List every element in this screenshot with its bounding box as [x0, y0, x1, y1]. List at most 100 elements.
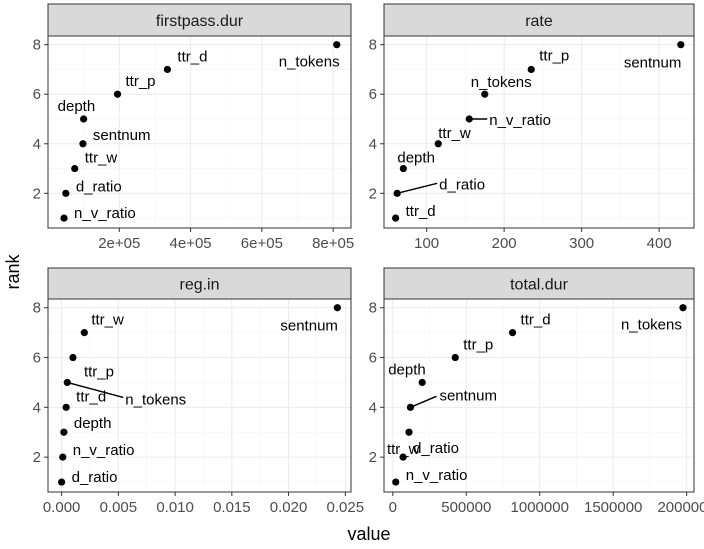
data-point-sentnum: [79, 140, 87, 148]
point-label-n-v-ratio: n_v_ratio: [406, 467, 468, 484]
point-label-n-tokens: n_tokens: [125, 391, 186, 408]
point-label-ttr-w: ttr_w: [85, 150, 118, 167]
y-tick-label: 6: [369, 350, 377, 367]
x-axis-title: value: [347, 524, 390, 544]
x-tick-label: 8e+05: [312, 235, 354, 252]
data-point-sentnum: [677, 41, 685, 49]
point-label-d-ratio: d_ratio: [76, 178, 122, 195]
data-point-d-ratio: [58, 478, 66, 486]
panel-background: [48, 36, 351, 228]
facet-panel-total-dur: total.dur 2 4 6 8 0 500000 1000000 1500000 200000…: [369, 267, 704, 516]
y-tick-label: 4: [33, 399, 41, 416]
data-point-ttr-p: [451, 353, 459, 362]
facet-strip: [383, 267, 695, 300]
point-label-ttr-d: ttr_d: [521, 312, 551, 329]
x-tick-label: 0.005: [100, 499, 138, 516]
facet-panel-rate: rate 2 4 6 8 100 200 300 400 sentnum ttr_p n_tokens…: [369, 3, 695, 252]
x-tick-label: 0.025: [327, 499, 365, 516]
point-label-sentnum: sentnum: [93, 127, 151, 144]
facet-strip: [383, 3, 695, 37]
data-point-d-ratio: [393, 189, 401, 197]
x-tick-label: 300: [569, 235, 594, 252]
data-point-depth: [80, 115, 88, 123]
data-point-n-tokens: [679, 304, 687, 312]
data-point-n-v-ratio: [59, 453, 67, 461]
panel-border: [383, 298, 695, 493]
panel-border: [383, 35, 695, 229]
point-label-ttr-p: ttr_p: [126, 73, 156, 90]
x-tick-label: 400: [647, 235, 672, 252]
point-label-d-ratio: d_ratio: [439, 176, 485, 193]
facet-panel-reg-in: reg.in 2 4 6 8 0.000 0.005 0.010 0.015 0.020 0.025…: [33, 267, 365, 516]
point-label-ttr-w: ttr_w: [387, 441, 420, 458]
point-label-d-ratio: d_ratio: [72, 469, 118, 486]
panel-background: [384, 36, 694, 228]
y-tick-label: 8: [369, 37, 377, 54]
point-label-ttr-w: ttr_w: [91, 312, 124, 329]
data-point-ttr-w: [434, 140, 442, 148]
data-point-ttr-w: [80, 329, 88, 337]
point-label-depth: depth: [397, 150, 435, 167]
panel-border: [47, 298, 352, 493]
point-label-sentnum: sentnum: [280, 318, 338, 335]
data-point-n-tokens: [63, 378, 71, 387]
data-point-ttr-d: [392, 214, 400, 222]
data-point-n-tokens: [481, 90, 489, 98]
y-tick-label: 2: [369, 449, 377, 466]
data-point-n-v-ratio: [60, 214, 68, 222]
label-leader-line: [410, 395, 437, 409]
x-tick-label: 0.015: [213, 499, 251, 516]
x-tick-label: 1500000: [584, 499, 642, 516]
point-label-depth: depth: [74, 415, 112, 432]
data-point-n-v-ratio: [392, 478, 400, 486]
label-leader-line: [396, 182, 438, 195]
data-point-sentnum: [406, 403, 415, 411]
data-point-ttr-p: [69, 353, 77, 362]
facet-panels: firstpass.dur 2 4 6 8 2e+05 4e+05 6e+05 8e+05 n_t…: [33, 3, 704, 516]
y-tick-label: 6: [369, 86, 377, 103]
y-tick-label: 8: [369, 300, 377, 317]
point-label-depth: depth: [388, 361, 426, 378]
point-label-n-v-ratio: n_v_ratio: [489, 112, 551, 129]
facet-strip-title: firstpass.dur: [156, 13, 244, 30]
data-point-d-ratio: [399, 453, 407, 461]
y-tick-label: 6: [33, 86, 41, 103]
data-point-ttr-d: [62, 403, 70, 411]
point-label-ttr-d: ttr_d: [406, 203, 436, 220]
data-point-n-v-ratio: [465, 115, 473, 123]
point-label-ttr-p: ttr_p: [539, 47, 569, 64]
facet-strip-title: reg.in: [179, 277, 219, 294]
data-point-ttr-w: [71, 164, 79, 173]
facet-strip-title: total.dur: [510, 277, 568, 294]
y-tick-label: 2: [33, 449, 41, 466]
point-label-n-v-ratio: n_v_ratio: [74, 205, 136, 222]
point-label-n-v-ratio: n_v_ratio: [73, 442, 135, 459]
x-tick-label: 0.010: [156, 499, 194, 516]
panel-background: [48, 299, 351, 492]
data-point-ttr-p: [113, 90, 122, 98]
y-tick-label: 2: [369, 185, 377, 202]
point-label-ttr-d: ttr_d: [76, 388, 106, 405]
point-label-n-tokens: n_tokens: [279, 54, 340, 71]
y-tick-label: 4: [33, 136, 41, 153]
x-tick-label: 1000000: [511, 499, 569, 516]
point-label-d-ratio: d_ratio: [413, 440, 459, 457]
point-label-sentnum: sentnum: [439, 387, 497, 404]
data-point-sentnum: [333, 304, 341, 312]
panel-background: [384, 299, 694, 492]
point-label-n-tokens: n_tokens: [621, 317, 682, 334]
x-tick-label: 2e+05: [98, 235, 140, 252]
x-tick-label: 6e+05: [241, 235, 283, 252]
panel-border: [47, 35, 352, 229]
data-point-depth: [418, 378, 426, 387]
data-point-n-tokens: [333, 41, 341, 49]
facet-panel-firstpass-dur: firstpass.dur 2 4 6 8 2e+05 4e+05 6e+05 8e+05 n_t…: [33, 3, 354, 252]
x-tick-label: 2000000: [657, 499, 704, 516]
x-tick-label: 0.020: [270, 499, 308, 516]
point-label-depth: depth: [58, 98, 96, 115]
x-tick-label: 0.000: [43, 499, 81, 516]
label-leader-line: [67, 381, 124, 399]
data-point-ttr-d: [163, 65, 172, 74]
y-tick-label: 8: [33, 300, 41, 317]
